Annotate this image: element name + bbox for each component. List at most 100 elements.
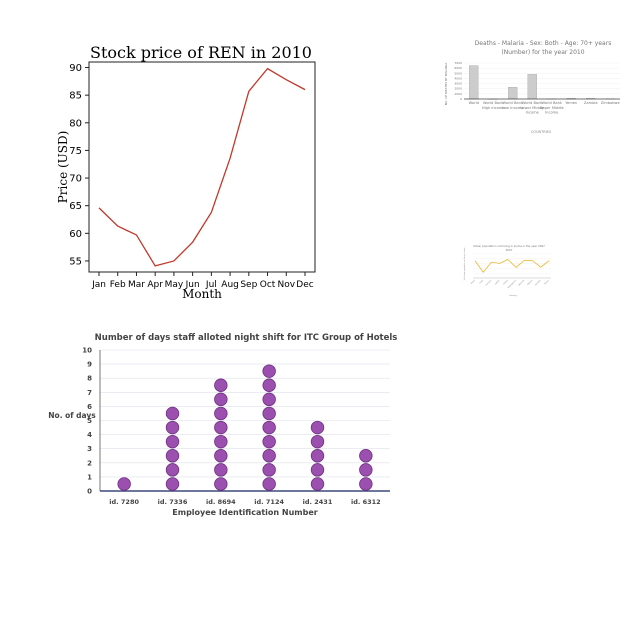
dot: [310, 449, 325, 463]
bars: [469, 65, 615, 100]
y-tick-label: 0: [460, 97, 462, 101]
x-tick-label: id. 7280: [109, 498, 139, 506]
x-tick-label: id. 2431: [303, 498, 333, 506]
dot: [165, 420, 180, 435]
x-tick-label: Low Income: [502, 106, 524, 110]
dot: [310, 434, 325, 449]
x-axis-label: Month: [182, 287, 222, 301]
series-line: [474, 259, 550, 273]
x-axis-label: Country: [509, 294, 518, 297]
x-tick-label: Yemen: [565, 101, 577, 105]
x-ticks: id. 7280 id. 7336 id. 8694 id. 7124 id. 2431…: [109, 498, 380, 506]
dot: [310, 420, 325, 435]
y-tick-label: 60: [69, 229, 82, 240]
y-tick-label: 3000: [454, 82, 462, 86]
y-tick-label: 4: [87, 431, 92, 439]
dot: [165, 463, 180, 477]
malaria-bar-chart: Deaths - Malaria - Sex: Both - Age: 70+ …: [444, 40, 621, 134]
x-tick-label: Mar: [128, 280, 145, 290]
y-axis-label: NO. OF DEATHS BY MALARIA: [444, 62, 448, 105]
x-tick-label: Upper Middle: [540, 106, 565, 110]
x-ticks: Brazil Chad Comoros Gabon Ghana Madagascar Nam…: [470, 279, 550, 289]
y-axis-label: % of urban population not living in slum…: [463, 247, 466, 280]
x-tick-label: May: [165, 280, 184, 290]
y-tick-label: 3: [87, 445, 92, 453]
plot-frame: [88, 61, 316, 273]
x-tick-label: Dec: [296, 280, 313, 290]
x-tick-label: World: [469, 101, 479, 105]
y-tick-label: 6: [87, 403, 92, 411]
x-tick-label: id. 7336: [158, 498, 188, 506]
dot: [310, 477, 325, 491]
x-tick-label: World Bank: [542, 101, 563, 105]
x-axis-label: COUNTRIES: [531, 130, 552, 134]
x-tick-label: Comoros: [484, 279, 492, 287]
x-tick-label: Jul: [205, 280, 217, 290]
y-axis-label: Price (USD): [56, 131, 70, 204]
night-shift-dot-plot: Number of days staff alloted night shift…: [48, 333, 397, 517]
y-tick-label: 5: [87, 417, 92, 425]
x-tick-label: Sep: [240, 280, 257, 290]
x-ticks: Jan Feb Mar Apr May Jun Jul Aug Sep Oct Nov Dec: [91, 272, 314, 290]
x-tick-label: Feb: [110, 280, 126, 290]
dot: [262, 406, 276, 421]
dot: [262, 449, 276, 463]
dot: [262, 378, 276, 392]
gridlines: 0 1 2 3 4 5 6 7 8 9 10: [82, 347, 390, 496]
dot: [214, 434, 228, 449]
y-tick-label: 2: [87, 459, 92, 467]
dot: [359, 477, 373, 491]
x-tick-label: id. 8694: [206, 498, 236, 506]
dot: [262, 364, 276, 378]
x-tick-label: Apr: [147, 280, 163, 290]
y-tick-label: 7: [87, 389, 92, 397]
urban-population-chart: Urban population not living in slums in …: [463, 244, 551, 297]
dot: [165, 477, 180, 491]
x-tick-label: id. 6312: [351, 498, 381, 506]
y-tick-label: 4000: [454, 76, 462, 80]
y-axis-label: No. of days: [48, 411, 96, 420]
dot: [165, 434, 180, 449]
dot: [165, 406, 180, 421]
dot: [262, 434, 276, 449]
dot: [262, 477, 276, 491]
dot: [117, 477, 131, 491]
y-tick-label: 5000: [454, 71, 462, 75]
x-tick-label: Income: [545, 111, 559, 115]
dot: [262, 463, 276, 477]
y-tick-label: 90: [69, 63, 82, 74]
x-tick-label: Jun: [185, 280, 200, 290]
dot: [359, 449, 373, 463]
y-ticks: 55 60 65 70 75 80 85 90: [69, 63, 89, 267]
dot: [214, 378, 228, 392]
dot: [214, 392, 228, 407]
chart-year: 2007: [506, 248, 513, 252]
dot: [214, 406, 228, 421]
y-tick-label: 70: [69, 174, 82, 185]
dot: [214, 463, 228, 477]
stock-price-chart: Stock price of REN in 2010 55 60 65 70 75 80 8…: [56, 43, 316, 301]
x-tick-label: World Bank: [503, 101, 524, 105]
y-tick-label: 2000: [454, 87, 462, 91]
x-tick-label: Brazil: [470, 279, 476, 285]
y-tick-label: 65: [69, 201, 82, 212]
dots: [117, 364, 373, 491]
y-tick-label: 80: [69, 118, 82, 129]
x-tick-label: Nov: [277, 280, 295, 290]
x-tick-label: Somalia: [535, 280, 542, 287]
dot: [262, 392, 276, 407]
x-tick-label: Zambia: [584, 101, 598, 105]
chart-title: Stock price of REN in 2010: [90, 43, 312, 62]
y-tick-label: 1000: [454, 92, 462, 96]
y-tick-label: 0: [87, 488, 92, 496]
y-tick-label: 7000: [454, 61, 462, 65]
x-tick-label: id. 7124: [254, 498, 284, 506]
x-tick-label: Ghana: [503, 280, 509, 286]
bar: [469, 65, 479, 100]
x-tick-label: Lower Middle: [520, 106, 545, 110]
dot: [359, 463, 373, 477]
x-tick-label: Income: [526, 111, 540, 115]
y-tick-label: 9: [87, 361, 92, 369]
